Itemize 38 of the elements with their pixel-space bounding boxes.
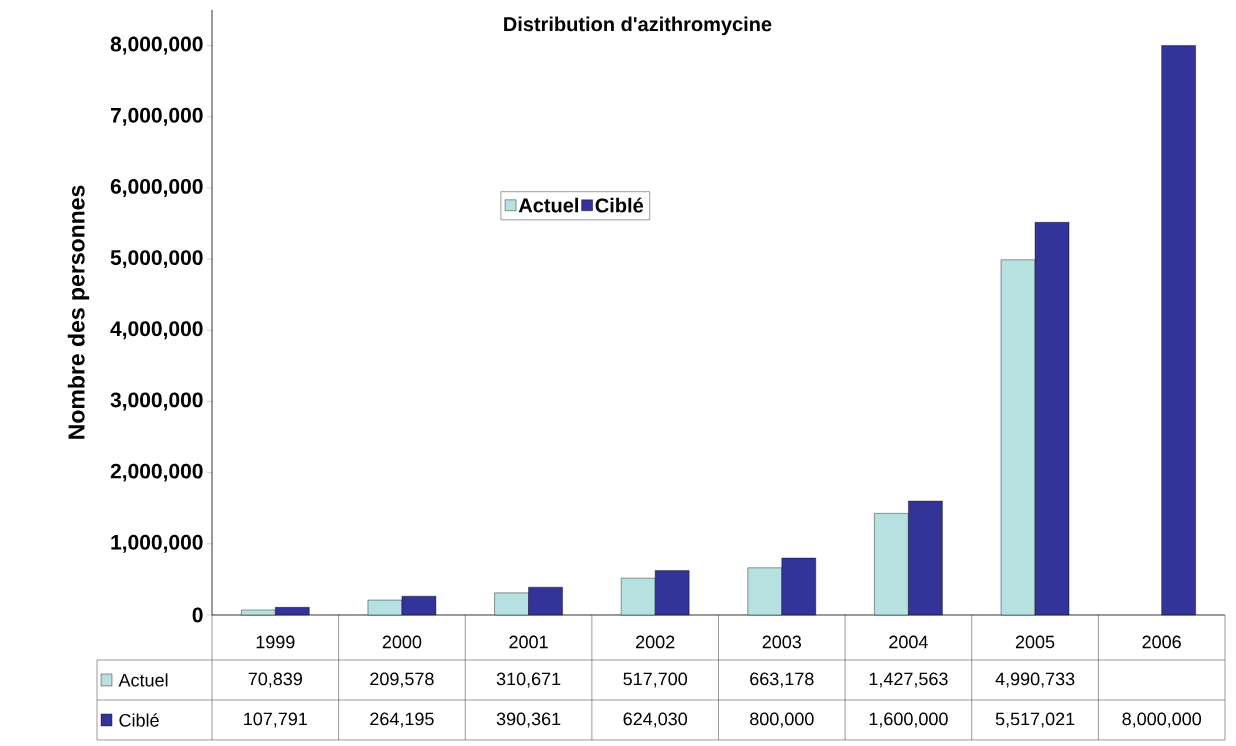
- data-label: 8,000,000: [1122, 712, 1202, 728]
- legend-label: Actuel: [518, 197, 578, 213]
- y-tick-label: 6,000,000: [110, 178, 203, 197]
- chart-title: Distribution d'azithromycine: [504, 16, 772, 36]
- legend-label: Ciblé: [595, 197, 644, 213]
- text: Actuel: [118, 673, 168, 687]
- data-label: 5,517,021: [995, 712, 1075, 728]
- x-tick-label: 2003: [762, 635, 802, 649]
- y-tick-label: 0: [192, 607, 203, 623]
- x-tick-label: 2004: [889, 635, 928, 649]
- data-label: 1,600,000: [869, 712, 948, 728]
- y-tick-label: 1,000,000: [111, 534, 203, 553]
- data-label: 4,990,733: [995, 672, 1075, 688]
- data-label: 624,030: [623, 712, 688, 728]
- y-tick-label: 7,000,000: [110, 107, 203, 126]
- x-tick-label: 2001: [509, 635, 548, 649]
- text: Ciblé: [119, 713, 159, 727]
- data-label: 209,578: [370, 672, 434, 688]
- data-label: 310,671: [496, 672, 561, 688]
- x-tick-label: 2006: [1142, 635, 1181, 649]
- y-axis-title: Nombre des personnes: [67, 185, 90, 439]
- x-tick-label: 2005: [1015, 635, 1055, 649]
- data-label: 800,000: [750, 712, 814, 728]
- data-label: 107,791: [244, 712, 307, 728]
- data-label: 663,178: [750, 672, 814, 688]
- x-tick-label: 1999: [256, 635, 295, 649]
- x-tick-label: 2002: [636, 635, 675, 649]
- y-tick-label: 8,000,000: [110, 36, 203, 55]
- data-label: 264,195: [370, 712, 434, 728]
- data-label: 390,361: [496, 712, 561, 728]
- y-tick-label: 2,000,000: [110, 463, 203, 482]
- y-tick-label: 5,000,000: [110, 250, 203, 269]
- data-label: 517,700: [623, 672, 688, 688]
- y-tick-label: 3,000,000: [110, 392, 203, 411]
- data-label: 70,839: [248, 672, 302, 688]
- y-tick-label: 4,000,000: [110, 321, 203, 340]
- x-tick-label: 2000: [382, 635, 422, 649]
- data-label: 1,427,563: [869, 672, 948, 688]
